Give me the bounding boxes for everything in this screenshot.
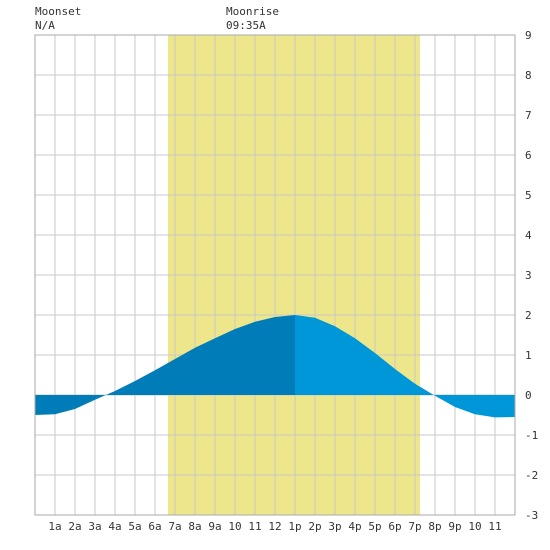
y-tick-label: -1 [525,429,538,442]
y-tick-label: 1 [525,349,532,362]
x-tick-label: 2p [308,520,321,533]
tide-rising [35,315,295,415]
moonset-label: Moonset [35,5,81,18]
x-tick-label: 2a [68,520,81,533]
tide-falling [295,315,515,418]
y-tick-label: 3 [525,269,532,282]
x-tick-label: 8a [188,520,201,533]
moonset-time: N/A [35,19,55,32]
x-tick-label: 5a [128,520,141,533]
x-tick-label: 3p [328,520,341,533]
y-tick-label: -3 [525,509,538,522]
moonrise-label: Moonrise [226,5,279,18]
x-tick-label: 6a [148,520,161,533]
x-tick-label: 4a [108,520,121,533]
moonrise-time: 09:35A [226,19,266,32]
plot-border [34,34,516,516]
y-tick-label: 4 [525,229,532,242]
x-tick-label: 4p [348,520,361,533]
x-tick-label: 5p [368,520,381,533]
y-tick-label: 9 [525,29,532,42]
x-tick-label: 11 [488,520,501,533]
y-tick-label: 2 [525,309,532,322]
y-tick-label: 0 [525,389,532,402]
y-tick-label: 7 [525,109,532,122]
x-tick-label: 6p [388,520,401,533]
x-tick-label: 9a [208,520,221,533]
x-tick-label: 7p [408,520,421,533]
x-tick-label: 9p [448,520,461,533]
x-tick-label: 10 [228,520,241,533]
x-tick-label: 11 [248,520,261,533]
y-tick-label: 6 [525,149,532,162]
x-tick-label: 8p [428,520,441,533]
x-tick-label: 1a [48,520,61,533]
x-tick-label: 7a [168,520,181,533]
x-tick-label: 3a [88,520,101,533]
y-tick-label: 8 [525,69,532,82]
y-tick-label: -2 [525,469,538,482]
y-tick-label: 5 [525,189,532,202]
x-tick-label: 1p [288,520,301,533]
x-tick-label: 10 [468,520,481,533]
x-tick-label: 12 [268,520,281,533]
